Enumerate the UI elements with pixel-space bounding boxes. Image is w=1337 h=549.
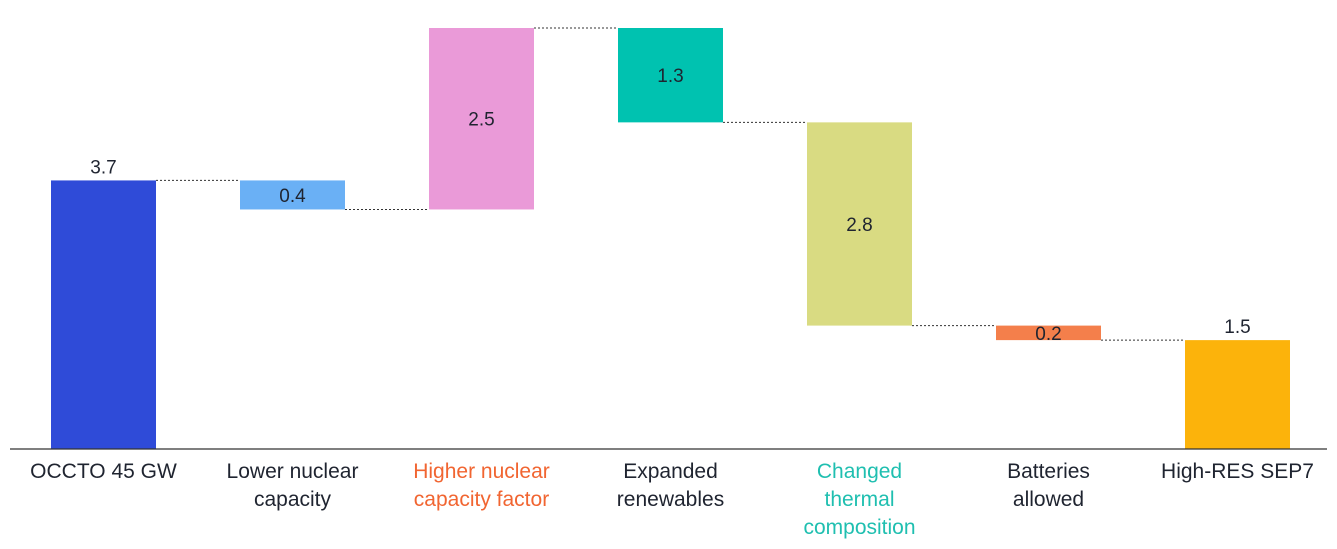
value-label-1: 3.7 (90, 157, 116, 178)
value-label-6: 0.2 (1035, 324, 1061, 345)
category-label-3: Higher nuclear capacity factor (413, 460, 550, 511)
value-label-3: 2.5 (468, 110, 494, 131)
bar-7 (1185, 340, 1290, 449)
bar-2 (240, 180, 345, 210)
category-label-5-line-3: composition (803, 516, 915, 539)
bar-3 (429, 28, 534, 210)
bars-group (51, 28, 1290, 449)
category-label-5: Changed thermal composition (803, 460, 915, 539)
category-label-7-line-1: High-RES SEP7 (1161, 460, 1314, 483)
value-label-7: 1.5 (1224, 317, 1250, 338)
category-label-4-line-2: renewables (617, 488, 724, 511)
category-labels-group: OCCTO 45 GW Lower nuclear capacity Higher n… (30, 460, 1314, 539)
category-label-2-line-2: capacity (254, 488, 332, 511)
bar-6 (996, 325, 1101, 341)
connector-lines (156, 27, 1185, 341)
category-label-2-line-1: Lower nuclear (227, 460, 359, 483)
category-label-1-line-1: OCCTO 45 GW (30, 460, 177, 483)
bar-1 (51, 180, 156, 449)
category-label-7: High-RES SEP7 (1161, 460, 1314, 483)
bar-5 (807, 122, 912, 326)
category-label-4: Expanded renewables (617, 460, 724, 511)
value-label-4: 1.3 (657, 66, 683, 87)
value-label-2: 0.4 (279, 186, 306, 207)
category-label-5-line-2: thermal (824, 488, 894, 511)
category-label-5-line-1: Changed (817, 460, 902, 483)
category-label-6: Batteries allowed (1007, 460, 1090, 511)
category-label-3-line-2: capacity factor (414, 488, 549, 511)
category-label-6-line-1: Batteries (1007, 460, 1090, 483)
category-label-6-line-2: allowed (1013, 488, 1084, 511)
category-label-4-line-1: Expanded (623, 460, 718, 483)
category-label-2: Lower nuclear capacity (227, 460, 359, 511)
value-label-5: 2.8 (846, 215, 872, 236)
bar-4 (618, 28, 723, 123)
value-labels-group: 3.7 0.4 2.5 1.3 2.8 0.2 1.5 (90, 66, 1250, 345)
category-label-1: OCCTO 45 GW (30, 460, 177, 483)
category-label-3-line-1: Higher nuclear (413, 460, 550, 483)
